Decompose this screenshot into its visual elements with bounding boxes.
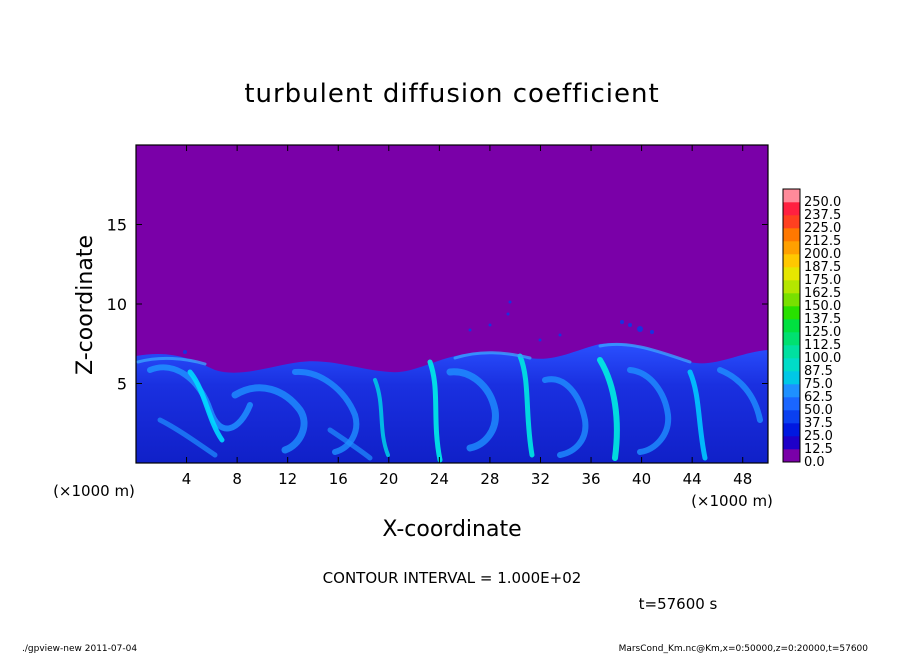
colorbar-label: 187.5: [804, 260, 841, 275]
contour-interval: CONTOUR INTERVAL = 1.000E+02: [323, 569, 582, 587]
colorbar-label: 225.0: [804, 221, 841, 236]
x-tick-label: 16: [329, 470, 348, 488]
footer-left: ./gpview-new 2011-07-04: [22, 644, 137, 654]
colorbar-swatch: [783, 189, 800, 203]
x-tick-label: 44: [683, 470, 702, 488]
x-tick-label: 4: [182, 470, 192, 488]
colorbar-swatch: [783, 293, 800, 307]
colorbar-swatch: [783, 267, 800, 281]
y-tick-label: 15: [107, 216, 127, 235]
colorbar-swatch: [783, 332, 800, 346]
colorbar-swatch: [783, 280, 800, 294]
y-axis: 5 10 15: [107, 216, 768, 394]
colorbar-frame: [782, 188, 801, 463]
x-tick-label: 48: [733, 470, 752, 488]
colorbar-label: 125.0: [804, 325, 841, 340]
x-axis-label: X-coordinate: [382, 517, 521, 542]
colorbar-label: 212.5: [804, 234, 841, 249]
x-tick-label: 12: [278, 470, 297, 488]
colorbar-swatch: [783, 397, 800, 411]
y-unit-label: (×1000 m): [53, 482, 135, 500]
colorbar-label: 175.0: [804, 273, 841, 288]
x-tick-label: 40: [632, 470, 651, 488]
upper-wisps: [183, 300, 654, 354]
colorbar-label: 50.0: [804, 403, 833, 418]
colorbar-swatch: [783, 410, 800, 424]
x-tick-label: 20: [379, 470, 398, 488]
colorbar-swatch: [783, 423, 800, 437]
x-tick-label: 36: [581, 470, 600, 488]
x-axis: 4 8 12 16 20 24 28 32 36 40 44 48: [182, 145, 752, 488]
colorbar: 0.012.525.037.550.062.575.087.5100.0112.…: [782, 188, 841, 470]
x-unit-label: (×1000 m): [691, 492, 773, 510]
colorbar-swatch: [783, 449, 800, 463]
colorbar-label: 87.5: [804, 364, 833, 379]
colorbar-swatch: [783, 202, 800, 216]
time-label: t=57600 s: [639, 595, 718, 613]
colorbar-label: 137.5: [804, 312, 841, 327]
x-tick-label: 24: [430, 470, 449, 488]
colorbar-label: 250.0: [804, 195, 841, 210]
colorbar-label: 0.0: [804, 455, 825, 470]
colorbar-swatch: [783, 319, 800, 333]
chart-title: turbulent diffusion coefficient: [244, 79, 659, 109]
colorbar-swatch: [783, 384, 800, 398]
colorbar-label: 25.0: [804, 429, 833, 444]
colorbar-swatch: [783, 306, 800, 320]
colorbar-swatch: [783, 241, 800, 255]
colorbar-swatch: [783, 436, 800, 450]
colorbar-swatch: [783, 254, 800, 268]
colorbar-label: 37.5: [804, 416, 833, 431]
colorbar-label: 200.0: [804, 247, 841, 262]
x-tick-label: 8: [232, 470, 242, 488]
plot-area: [136, 145, 768, 463]
colorbar-label: 12.5: [804, 442, 833, 457]
colorbar-label: 75.0: [804, 377, 833, 392]
colorbar-label: 150.0: [804, 299, 841, 314]
colorbar-label: 162.5: [804, 286, 841, 301]
y-axis-label: Z-coordinate: [73, 235, 98, 375]
x-tick-label: 28: [480, 470, 499, 488]
turbulent-features: [136, 342, 763, 463]
colorbar-swatch: [783, 371, 800, 385]
colorbar-label: 237.5: [804, 208, 841, 223]
colorbar-swatch: [783, 345, 800, 359]
colorbar-label: 100.0: [804, 351, 841, 366]
y-tick-label: 10: [107, 295, 127, 314]
footer-right: MarsCond_Km.nc@Km,x=0:50000,z=0:20000,t=…: [619, 644, 869, 654]
colorbar-swatch: [783, 228, 800, 242]
y-tick-label: 5: [117, 375, 127, 394]
colorbar-label: 62.5: [804, 390, 833, 405]
x-tick-label: 32: [531, 470, 550, 488]
colorbar-label: 112.5: [804, 338, 841, 353]
colorbar-swatch: [783, 215, 800, 229]
colorbar-swatch: [783, 358, 800, 372]
